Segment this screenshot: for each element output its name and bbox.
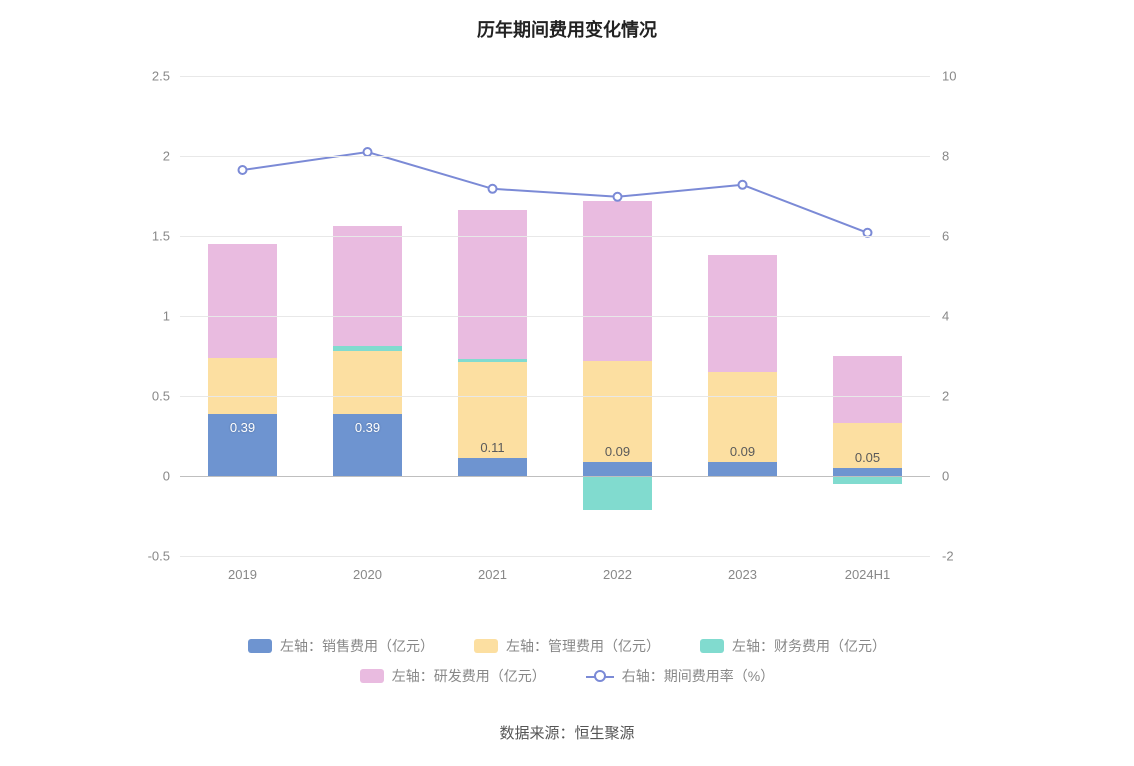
y-right-tick-label: -2 xyxy=(942,549,954,564)
x-tick-label: 2021 xyxy=(478,567,507,582)
y-right-tick-label: 8 xyxy=(942,149,949,164)
line-path xyxy=(243,152,868,233)
chart-title: 历年期间费用变化情况 xyxy=(0,16,1134,42)
plot-area: 0.390.390.110.090.090.05 -0.5-2000.52141… xyxy=(180,76,930,556)
y-left-tick-label: 1.5 xyxy=(152,229,170,244)
legend-item[interactable]: 左轴：管理费用（亿元） xyxy=(474,636,660,656)
y-right-tick-label: 4 xyxy=(942,309,949,324)
y-right-tick-label: 2 xyxy=(942,389,949,404)
line-point xyxy=(364,148,372,156)
legend-line-icon xyxy=(586,669,614,683)
legend-item-label: 右轴：期间费用率（%） xyxy=(622,666,774,686)
legend-item[interactable]: 左轴：财务费用（亿元） xyxy=(700,636,886,656)
legend: 左轴：销售费用（亿元） 左轴：管理费用（亿元） 左轴：财务费用（亿元） 左轴：研发费用… xyxy=(0,636,1134,696)
y-left-tick-label: -0.5 xyxy=(148,549,170,564)
legend-item[interactable]: 左轴：研发费用（亿元） xyxy=(360,666,546,686)
legend-item-label: 左轴：销售费用（亿元） xyxy=(280,636,434,656)
x-tick-label: 2022 xyxy=(603,567,632,582)
y-left-tick-label: 0 xyxy=(163,469,170,484)
y-left-tick-label: 1 xyxy=(163,309,170,324)
x-tick-label: 2019 xyxy=(228,567,257,582)
legend-item-label: 左轴：财务费用（亿元） xyxy=(732,636,886,656)
x-tick-label: 2020 xyxy=(353,567,382,582)
gridline xyxy=(180,556,930,557)
gridline xyxy=(180,76,930,77)
line-point xyxy=(489,185,497,193)
y-right-tick-label: 0 xyxy=(942,469,949,484)
y-right-tick-label: 6 xyxy=(942,229,949,244)
data-source-label: 数据来源：恒生聚源 xyxy=(0,722,1134,743)
line-point xyxy=(239,166,247,174)
gridline xyxy=(180,396,930,397)
gridline xyxy=(180,236,930,237)
legend-swatch-icon xyxy=(474,639,498,653)
y-left-tick-label: 2 xyxy=(163,149,170,164)
chart-area: 0.390.390.110.090.090.05 -0.5-2000.52141… xyxy=(120,76,980,586)
legend-item-label: 左轴：研发费用（亿元） xyxy=(392,666,546,686)
legend-swatch-icon xyxy=(700,639,724,653)
y-right-tick-label: 10 xyxy=(942,69,956,84)
gridline xyxy=(180,316,930,317)
legend-swatch-icon xyxy=(248,639,272,653)
legend-swatch-icon xyxy=(360,669,384,683)
legend-item-label: 左轴：管理费用（亿元） xyxy=(506,636,660,656)
x-tick-label: 2024H1 xyxy=(845,567,891,582)
line-point xyxy=(614,193,622,201)
x-tick-label: 2023 xyxy=(728,567,757,582)
legend-item[interactable]: 左轴：销售费用（亿元） xyxy=(248,636,434,656)
legend-row: 左轴：销售费用（亿元） 左轴：管理费用（亿元） 左轴：财务费用（亿元） xyxy=(0,636,1134,656)
gridline xyxy=(180,476,930,477)
legend-item[interactable]: 右轴：期间费用率（%） xyxy=(586,666,774,686)
chart-container: 历年期间费用变化情况 0.390.390.110.090.090.05 -0.5… xyxy=(0,0,1134,766)
gridline xyxy=(180,156,930,157)
y-left-tick-label: 2.5 xyxy=(152,69,170,84)
line-point xyxy=(739,181,747,189)
y-left-tick-label: 0.5 xyxy=(152,389,170,404)
legend-row: 左轴：研发费用（亿元） 右轴：期间费用率（%） xyxy=(0,666,1134,686)
